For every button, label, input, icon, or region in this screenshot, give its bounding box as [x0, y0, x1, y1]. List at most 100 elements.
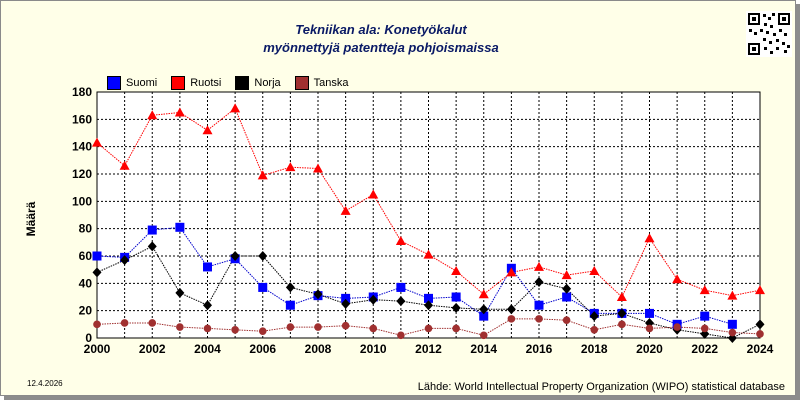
data-point-tanska: [507, 315, 516, 323]
data-point-ruotsi: [313, 163, 323, 173]
data-point-norja: [451, 302, 461, 313]
data-point-norja: [175, 287, 185, 298]
data-point-tanska: [397, 331, 405, 340]
y-tick-label: 180: [72, 85, 92, 99]
chart-title-block: Tekniikan ala: Konetyökalut myönnettyjä …: [161, 21, 601, 57]
x-tick-label: 2016: [526, 342, 553, 356]
data-point-norja: [285, 282, 295, 293]
data-point-ruotsi: [147, 110, 158, 120]
x-tick-label: 2024: [747, 342, 774, 356]
qr-code-icon: [746, 11, 792, 57]
data-point-suomi: [727, 319, 737, 329]
data-point-tanska: [562, 316, 571, 325]
series-line-suomi: [96, 226, 733, 325]
y-tick-label: 80: [79, 222, 93, 236]
data-point-ruotsi: [202, 125, 213, 135]
data-point-tanska: [645, 324, 654, 333]
legend-label-suomi: Suomi: [126, 77, 158, 89]
source-note: Lähde: World Intellectual Property Organ…: [417, 381, 785, 393]
data-point-ruotsi: [672, 274, 683, 284]
data-point-tanska: [673, 323, 681, 331]
data-point-norja: [203, 300, 212, 311]
data-point-ruotsi: [119, 160, 130, 170]
data-point-suomi: [451, 292, 461, 302]
legend-item-ruotsi: Ruotsi: [171, 76, 221, 90]
data-point-tanska: [286, 323, 295, 331]
x-tick-label: 2006: [249, 342, 276, 356]
data-point-ruotsi: [534, 261, 544, 271]
data-point-tanska: [148, 319, 157, 327]
legend-item-norja: Norja: [235, 76, 281, 90]
data-point-ruotsi: [257, 170, 268, 180]
data-point-ruotsi: [561, 270, 572, 280]
y-tick-label: 160: [72, 112, 92, 126]
data-point-suomi: [562, 292, 572, 302]
data-point-ruotsi: [478, 289, 489, 299]
data-point-norja: [562, 283, 572, 294]
data-point-tanska: [93, 320, 101, 329]
data-point-tanska: [203, 324, 212, 333]
data-point-tanska: [756, 330, 764, 338]
x-tick-label: 2010: [360, 342, 387, 356]
chart-subtitle: myönnettyjä patentteja pohjoismaissa: [263, 40, 499, 55]
data-point-ruotsi: [644, 233, 655, 243]
legend-swatch-ruotsi: [171, 76, 186, 90]
x-tick-label: 2020: [636, 342, 663, 356]
legend-label-ruotsi: Ruotsi: [190, 77, 222, 89]
data-point-suomi: [175, 222, 185, 232]
data-point-tanska: [341, 321, 350, 330]
x-tick-label: 2022: [691, 342, 718, 356]
x-tick-label: 2018: [581, 342, 608, 356]
y-tick-label: 0: [85, 331, 92, 345]
data-point-ruotsi: [589, 266, 600, 276]
legend-swatch-tanska: [294, 76, 309, 90]
data-point-tanska: [479, 331, 488, 340]
data-point-norja: [424, 300, 433, 311]
data-point-norja: [396, 296, 406, 307]
data-point-norja: [617, 308, 627, 319]
data-point-norja: [755, 319, 765, 330]
data-point-ruotsi: [755, 285, 765, 295]
chart-legend: Suomi Ruotsi Norja Tanska: [107, 76, 363, 90]
data-point-suomi: [479, 311, 489, 321]
legend-swatch-norja: [235, 76, 250, 90]
data-point-norja: [368, 294, 378, 305]
data-point-ruotsi: [451, 266, 462, 276]
data-point-ruotsi: [616, 292, 627, 301]
data-point-tanska: [258, 327, 267, 335]
data-point-ruotsi: [699, 285, 710, 295]
data-point-norja: [506, 304, 516, 315]
data-point-tanska: [590, 326, 599, 334]
data-point-suomi: [203, 262, 212, 272]
data-point-ruotsi: [368, 189, 379, 199]
data-point-suomi: [285, 300, 295, 310]
data-point-tanska: [120, 319, 129, 327]
y-tick-label: 140: [72, 140, 92, 154]
x-tick-label: 2014: [470, 342, 497, 356]
data-point-tanska: [618, 320, 626, 329]
y-tick-label: 40: [79, 276, 93, 290]
data-point-ruotsi: [285, 162, 296, 172]
data-point-ruotsi: [506, 267, 517, 277]
data-point-tanska: [728, 328, 737, 337]
data-point-norja: [589, 311, 599, 322]
data-point-tanska: [176, 323, 184, 331]
data-point-norja: [313, 289, 323, 300]
data-point-norja: [534, 276, 544, 287]
x-tick-label: 2004: [194, 342, 221, 356]
legend-label-tanska: Tanska: [313, 77, 349, 89]
data-point-ruotsi: [92, 137, 102, 147]
legend-item-tanska: Tanska: [294, 76, 349, 90]
data-point-suomi: [147, 225, 157, 235]
data-point-norja: [230, 251, 240, 261]
data-point-tanska: [535, 315, 543, 323]
data-point-norja: [92, 267, 102, 278]
data-point-ruotsi: [423, 249, 434, 259]
legend-label-norja: Norja: [254, 77, 281, 89]
data-point-suomi: [92, 251, 102, 261]
y-tick-label: 100: [72, 194, 92, 208]
data-point-norja: [479, 304, 489, 315]
data-point-tanska: [369, 324, 378, 333]
data-point-ruotsi: [727, 290, 738, 300]
data-point-suomi: [341, 293, 351, 303]
